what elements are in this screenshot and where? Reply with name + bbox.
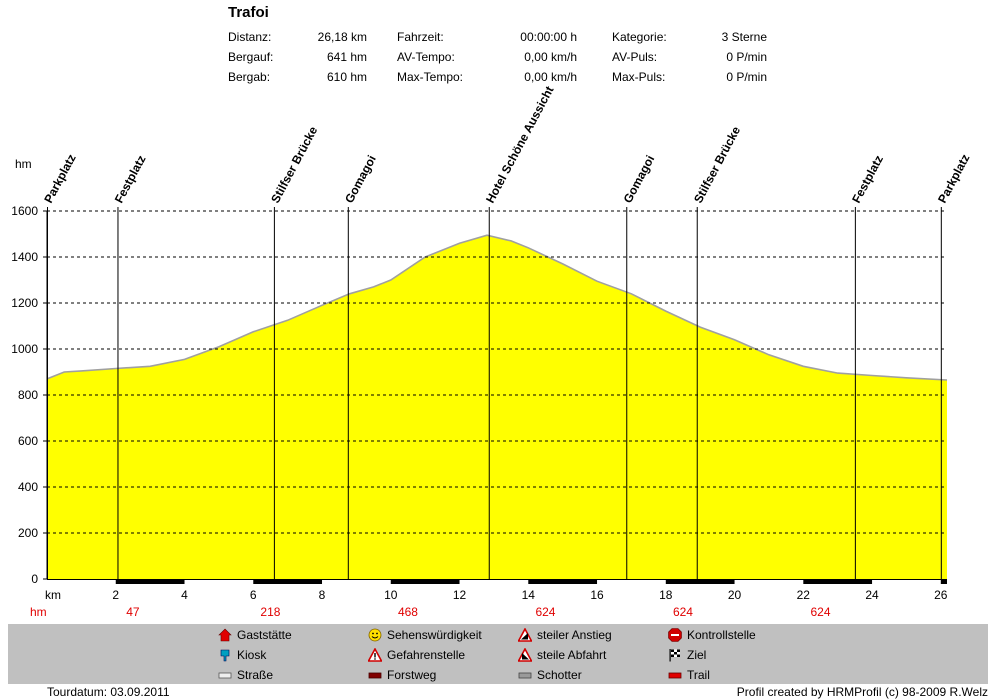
stat-value-descent: 610 hm — [326, 70, 367, 84]
stat-label-category: Kategorie: — [612, 30, 667, 44]
waypoint-label: Parkplatz — [935, 152, 972, 206]
stat-label-descent: Bergab: — [228, 70, 271, 84]
x-tick-label: 18 — [659, 588, 673, 602]
waypoint-label: Festplatz — [112, 153, 149, 205]
x-axis-segment — [940, 580, 947, 584]
y-tick-label: 200 — [18, 526, 38, 540]
y-tick-label: 1000 — [11, 342, 38, 356]
x-axis-segment — [803, 580, 873, 584]
legend-item-steep-ascent: steiler Anstieg — [517, 627, 612, 642]
stat-value-avg-speed: 0,00 km/h — [524, 50, 577, 64]
stat-value-max-pulse: 0 P/min — [726, 70, 767, 84]
trail-icon — [668, 668, 682, 682]
legend-item-forest-path: Forstweg — [368, 668, 436, 682]
waypoint-label: Hotel Schöne Aussicht — [483, 84, 557, 206]
legend-item-danger: Gefahrenstelle — [367, 647, 465, 662]
x-tick-label: 22 — [797, 588, 811, 602]
x-tick-label: 26 — [934, 588, 948, 602]
stat-value-ride-time: 00:00:00 h — [520, 30, 577, 44]
road-icon — [218, 668, 232, 682]
x-axis-title: km — [45, 588, 61, 602]
stat-label-ride-time: Fahrzeit: — [397, 30, 444, 44]
legend-item-restaurant: Gaststätte — [218, 628, 292, 642]
y-tick-label: 600 — [18, 434, 38, 448]
y-tick-label: 1400 — [11, 250, 38, 264]
x-axis-segment — [115, 580, 185, 584]
x-tick-label: 16 — [590, 588, 604, 602]
steep-ascent-icon — [517, 627, 533, 642]
height-row-label: 468 — [398, 605, 418, 619]
elevation-area — [47, 235, 947, 579]
x-tick-label: 24 — [865, 588, 879, 602]
legend-item-trail: Trail — [668, 668, 710, 682]
y-axis-title: hm — [15, 157, 32, 171]
stat-label-distance: Distanz: — [228, 30, 272, 44]
stat-label-avg-pulse: AV-Puls: — [612, 50, 658, 64]
stat-value-distance: 26,18 km — [317, 30, 367, 44]
legend-item-sight: Sehenswürdigkeit — [368, 628, 482, 642]
stop-icon — [668, 628, 682, 642]
stat-value-ascent: 641 hm — [326, 50, 367, 64]
legend-item-steep-descent: steile Abfahrt — [517, 647, 606, 662]
waypoint-label: Stilfser Brücke — [268, 124, 320, 206]
legend-item-kiosk: Kiosk — [218, 648, 266, 662]
x-tick-label: 4 — [181, 588, 188, 602]
height-row-label: 624 — [673, 605, 693, 619]
x-tick-label: 2 — [112, 588, 119, 602]
x-tick-label: 12 — [453, 588, 467, 602]
x-tick-label: 8 — [319, 588, 326, 602]
waypoint-label: Gomagoi — [621, 153, 658, 205]
steep-descent-icon — [517, 647, 533, 662]
height-row-title: hm — [30, 605, 47, 619]
stat-label-avg-speed: AV-Tempo: — [397, 50, 455, 64]
waypoint-label: Festplatz — [849, 153, 886, 205]
height-row-label: 624 — [535, 605, 555, 619]
legend-panel: Gaststätte Kiosk Straße Sehenswürdigkeit… — [8, 624, 988, 684]
stat-value-avg-pulse: 0 P/min — [726, 50, 767, 64]
forest-path-icon — [368, 668, 382, 682]
copyright-note: Profil created by HRMProfil (c) 98-2009 … — [736, 685, 988, 699]
x-axis-segment — [390, 580, 460, 584]
legend-item-finish: Ziel — [668, 648, 706, 662]
legend-item-checkpoint: Kontrollstelle — [668, 628, 756, 642]
x-axis-segment — [528, 580, 598, 584]
legend-item-gravel: Schotter — [518, 668, 582, 682]
y-tick-label: 0 — [31, 572, 38, 586]
restaurant-icon — [218, 628, 232, 642]
legend-item-road: Straße — [218, 668, 273, 682]
stat-label-max-speed: Max-Tempo: — [397, 70, 464, 84]
kiosk-icon — [218, 648, 232, 662]
elevation-profile-chart: 0 200 400 600 800 1000 1200 1400 1600 hm Parkplatz… — [11, 84, 972, 619]
finish-flag-icon — [668, 648, 682, 662]
y-tick-label: 400 — [18, 480, 38, 494]
waypoint-label: Gomagoi — [342, 153, 379, 205]
x-tick-label: 20 — [728, 588, 742, 602]
x-tick-label: 10 — [384, 588, 398, 602]
height-row-label: 624 — [810, 605, 830, 619]
tour-date: Tourdatum: 03.09.2011 — [47, 685, 170, 699]
stat-label-max-pulse: Max-Puls: — [612, 70, 666, 84]
y-tick-label: 1200 — [11, 296, 38, 310]
x-axis-segment — [665, 580, 735, 584]
waypoint-label: Stilfser Brücke — [691, 124, 743, 206]
height-row-label: 218 — [260, 605, 280, 619]
tour-title: Trafoi — [228, 4, 269, 21]
y-tick-label: 1600 — [11, 204, 38, 218]
waypoint-label: Parkplatz — [41, 152, 78, 206]
x-tick-label: 6 — [250, 588, 257, 602]
elevation-line — [46, 234, 948, 381]
stat-value-category: 3 Sterne — [721, 30, 767, 44]
x-axis-segment — [253, 580, 323, 584]
x-tick-label: 14 — [522, 588, 536, 602]
gravel-icon — [518, 668, 532, 682]
stat-value-max-speed: 0,00 km/h — [524, 70, 577, 84]
height-row-label: 47 — [126, 605, 140, 619]
smiley-icon — [368, 628, 382, 642]
danger-icon — [367, 647, 383, 662]
stat-label-ascent: Bergauf: — [228, 50, 274, 64]
y-tick-label: 800 — [18, 388, 38, 402]
